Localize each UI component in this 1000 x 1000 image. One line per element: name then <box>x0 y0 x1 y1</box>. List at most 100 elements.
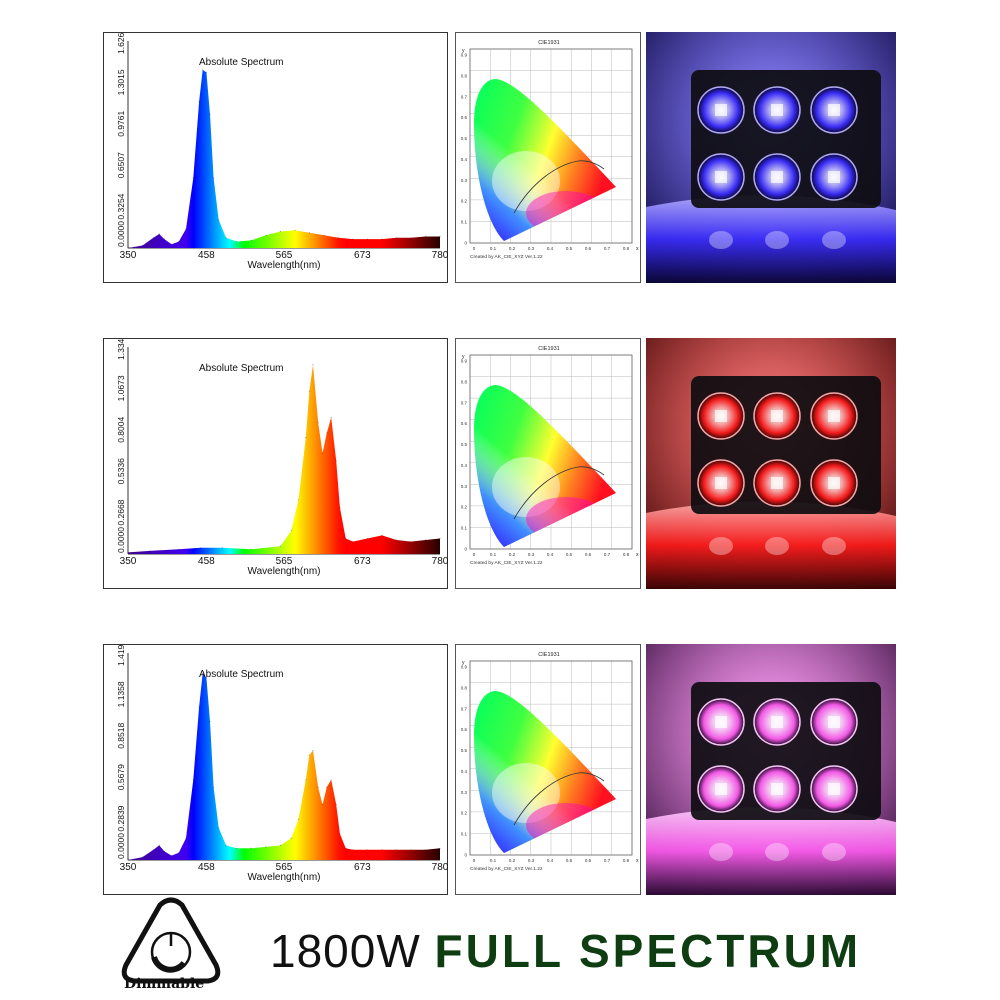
cie-white-point <box>492 151 560 211</box>
spectrum-point <box>192 177 194 179</box>
x-tick-label: 780 <box>432 862 449 873</box>
spectrum-point <box>339 506 341 509</box>
cie-y-tick: 0.4 <box>461 769 468 774</box>
cie-x-tick: 0.7 <box>604 246 611 251</box>
cie-white-point <box>492 763 560 823</box>
spectrum-point <box>381 238 383 240</box>
cie-title: CIE1931 <box>538 652 559 658</box>
cie-footer: Created by AK_CIE_XYZ Ver.1.22 <box>470 866 543 872</box>
planckian-locus <box>513 160 605 214</box>
lens-reflection <box>765 537 789 555</box>
x-tick-label: 673 <box>354 556 371 567</box>
spectrum-point <box>366 537 368 540</box>
cie-y-tick: 0.3 <box>461 790 468 795</box>
cie-diagram-panel: CIE1931 y 0.9 0.8 0.7 0.6 0.5 0.4 0.3 0.2 0.1 0 0 0.1… <box>455 32 641 283</box>
lens-reflection <box>709 231 733 249</box>
spectrum-area <box>128 69 440 249</box>
cie-y-tick: 0.6 <box>461 727 468 732</box>
x-tick-label: 458 <box>198 250 215 261</box>
spectrum-point <box>265 234 267 236</box>
spectrum-point <box>326 432 328 434</box>
spectrum-point <box>339 833 341 835</box>
spectrum-point <box>439 235 441 238</box>
spectrum-point <box>185 228 187 230</box>
spectrum-point <box>250 548 252 550</box>
cie-y-tick: 0.7 <box>461 706 468 711</box>
cie-gamut-blue <box>474 385 616 547</box>
led-chip <box>715 477 727 489</box>
floor-reflection <box>646 807 896 895</box>
spectrum-point <box>439 537 441 540</box>
cie-x-tick: 0.2 <box>509 858 516 863</box>
led-chip <box>715 716 727 728</box>
spectrum-point <box>312 364 314 366</box>
spectrum-point <box>279 545 281 547</box>
spectrum-point <box>410 237 412 239</box>
cie-x-tick: 0.8 <box>623 858 630 863</box>
cie-title: CIE1931 <box>538 40 559 46</box>
cie-y-tick: 0.2 <box>461 505 468 510</box>
spectrum-point <box>152 849 154 851</box>
spectrum-point <box>395 539 398 541</box>
x-tick-label: 673 <box>354 250 371 261</box>
cie-footer: Created by AK_CIE_XYZ Ver.1.22 <box>470 254 543 260</box>
lens-reflection <box>709 537 733 555</box>
spectrum-point <box>317 786 319 788</box>
cie-y-label: y <box>462 48 465 54</box>
dimmable-label: Dimmable <box>124 976 205 992</box>
cie-y-tick: 0.4 <box>461 157 468 162</box>
cie-y-tick: 0.8 <box>461 685 468 690</box>
spectrum-point <box>158 844 160 846</box>
cie-x-tick: 0.5 <box>566 246 573 251</box>
y-tick-label: 0.5336 <box>116 458 126 484</box>
spectrum-point <box>213 177 215 179</box>
spectrum-point <box>297 818 300 820</box>
spectrum-point <box>170 243 173 245</box>
cie-x-tick: 0.6 <box>585 246 592 251</box>
spectrum-point <box>163 850 165 852</box>
spectrum-point <box>395 849 398 851</box>
spectrum-point <box>236 847 238 849</box>
lens-reflection <box>822 537 846 555</box>
y-tick-label: 0.9761 <box>116 111 126 137</box>
spectrum-point <box>225 844 227 846</box>
spectrum-point <box>178 548 180 550</box>
x-tick-label: 458 <box>198 556 215 567</box>
cie-x-tick: 0.3 <box>528 858 535 863</box>
spectrum-point <box>279 230 281 233</box>
cie-x-tick: 0.3 <box>528 552 535 557</box>
cie-x-tick: 0.2 <box>509 552 516 557</box>
y-tick-label: 0.0000 <box>116 833 126 859</box>
spectrum-point <box>323 234 325 236</box>
cie-y-tick: 0.9 <box>461 53 468 58</box>
spectrum-point <box>308 232 310 234</box>
spectrum-point <box>337 237 339 239</box>
led-chip <box>828 783 840 795</box>
led-chip <box>715 104 727 116</box>
spectrum-point <box>149 550 151 552</box>
spectrum-row-3: Absolute Spectrum 350 458 565 673 780 Waveleng… <box>103 644 896 895</box>
spectrum-point <box>202 672 204 674</box>
spectrum-point <box>158 233 160 235</box>
cie-x-tick: 0.6 <box>585 858 592 863</box>
spectrum-point <box>297 499 300 501</box>
spectrum-chart-panel: Absolute Spectrum 350 458 565 673 780 Waveleng… <box>103 644 449 895</box>
spectrum-point <box>335 804 337 806</box>
spectrum-point <box>192 779 194 781</box>
x-tick-label: 350 <box>120 250 137 261</box>
y-tick-label: 0.2839 <box>116 805 126 831</box>
cie-magenta <box>526 803 606 847</box>
spectrum-point <box>250 239 252 241</box>
spectrum-point <box>305 437 307 439</box>
plot-frame <box>469 354 633 550</box>
spectrum-point <box>345 847 347 849</box>
led-chip <box>771 477 783 489</box>
led-photo <box>646 644 896 895</box>
cie-x-tick: 0.7 <box>604 552 611 557</box>
cie-diagram: CIE1931 y0.9 0.8 0.7 0.6 0.5 0.4 0.3 0.2 0.1 0 0 0.1… <box>461 40 639 260</box>
spectrum-point <box>200 547 202 549</box>
planckian-locus <box>513 772 605 826</box>
led-chip <box>771 783 783 795</box>
led-chip <box>771 171 783 183</box>
x-axis-label: Wavelength(nm) <box>248 260 321 271</box>
